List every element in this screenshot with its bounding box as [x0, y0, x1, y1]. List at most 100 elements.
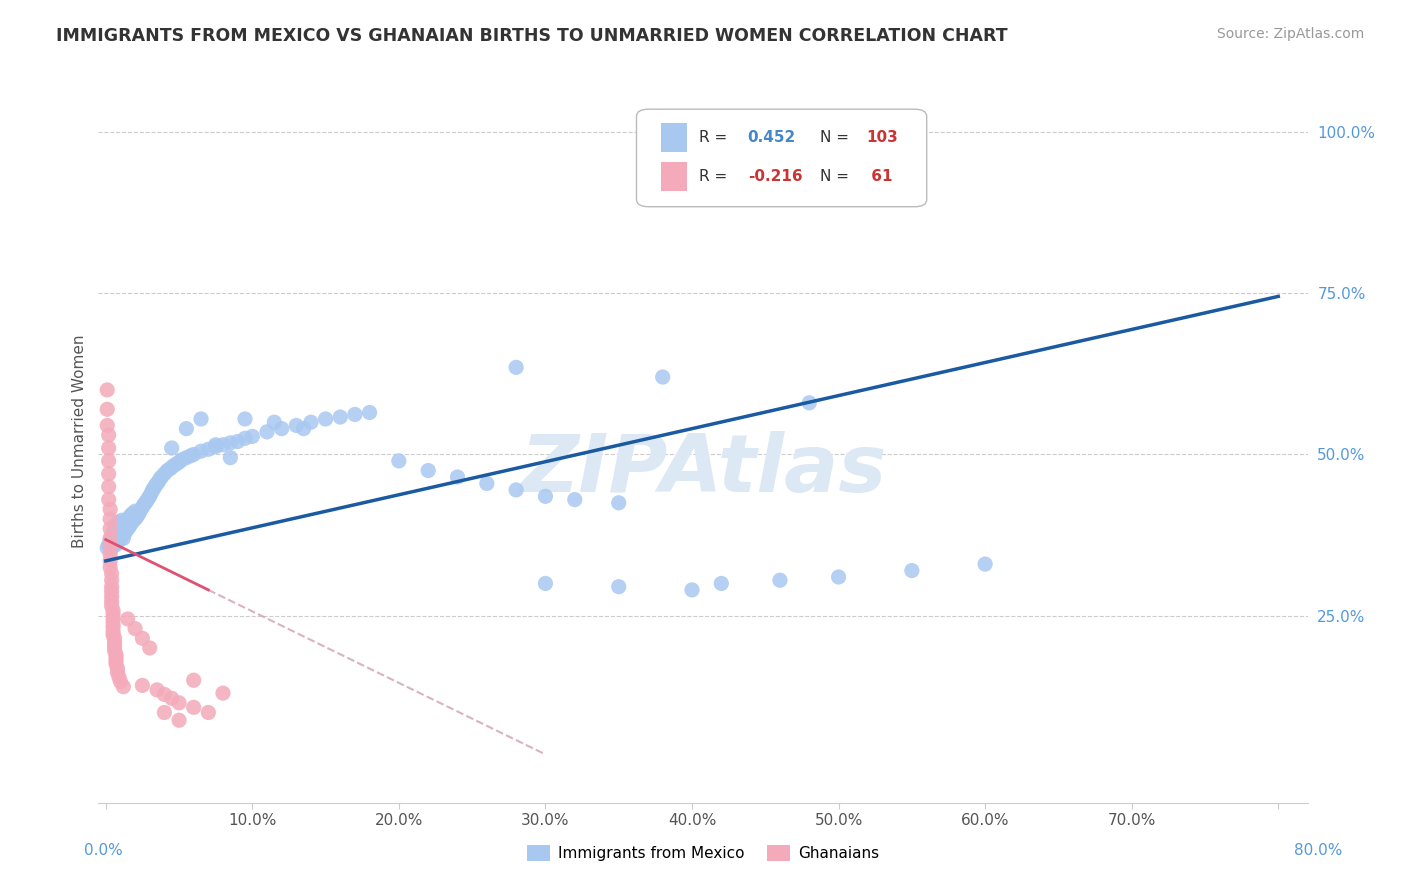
Point	[710, 576, 733, 591]
Point	[190, 444, 212, 458]
Point	[122, 513, 145, 527]
Point	[108, 530, 131, 544]
Point	[110, 518, 132, 533]
Point	[128, 506, 150, 520]
Point	[167, 696, 190, 710]
FancyBboxPatch shape	[637, 109, 927, 207]
Point	[148, 475, 170, 489]
Point	[233, 431, 256, 445]
Point	[96, 418, 118, 433]
Point	[121, 515, 143, 529]
Point	[101, 612, 124, 626]
Text: IMMIGRANTS FROM MEXICO VS GHANAIAN BIRTHS TO UNMARRIED WOMEN CORRELATION CHART: IMMIGRANTS FROM MEXICO VS GHANAIAN BIRTH…	[56, 27, 1008, 45]
Point	[115, 515, 138, 529]
Point	[827, 135, 849, 149]
Point	[105, 538, 128, 552]
Point	[105, 657, 128, 672]
Point	[110, 674, 132, 689]
Point	[180, 449, 202, 463]
Point	[974, 557, 997, 571]
Point	[100, 594, 122, 608]
Point	[176, 450, 198, 465]
Point	[117, 522, 139, 536]
Point	[183, 447, 205, 461]
Point	[98, 531, 121, 545]
Point	[100, 580, 122, 594]
Point	[233, 412, 256, 426]
Point	[101, 620, 124, 634]
Point	[153, 687, 176, 701]
Text: 0.452: 0.452	[748, 130, 796, 145]
Point	[505, 483, 527, 497]
Point	[156, 464, 179, 478]
Point	[117, 612, 139, 626]
Point	[129, 502, 152, 516]
Point	[103, 640, 125, 654]
Point	[226, 434, 249, 449]
Point	[799, 396, 821, 410]
Point	[153, 467, 176, 481]
Point	[103, 522, 125, 536]
Point	[183, 673, 205, 688]
Legend: Immigrants from Mexico, Ghanaians: Immigrants from Mexico, Ghanaians	[522, 839, 884, 867]
Text: 0.0%: 0.0%	[84, 843, 124, 858]
Point	[98, 536, 121, 550]
Point	[101, 628, 124, 642]
Point	[292, 422, 315, 436]
Point	[112, 524, 135, 538]
Point	[105, 531, 128, 545]
Point	[97, 467, 120, 481]
Point	[101, 539, 124, 553]
Point	[343, 408, 366, 422]
Point	[534, 489, 557, 503]
Point	[98, 560, 121, 574]
Point	[97, 492, 120, 507]
Point	[170, 452, 193, 467]
Point	[534, 576, 557, 591]
Point	[176, 422, 198, 436]
Point	[190, 412, 212, 426]
Point	[98, 502, 121, 516]
Point	[101, 603, 124, 617]
Point	[146, 682, 169, 697]
Point	[446, 470, 468, 484]
Point	[160, 441, 183, 455]
Point	[107, 533, 129, 547]
Point	[359, 405, 381, 419]
Point	[240, 429, 263, 443]
Point	[475, 476, 498, 491]
Point	[110, 533, 132, 547]
Point	[681, 131, 703, 145]
Point	[111, 513, 134, 527]
Text: Source: ZipAtlas.com: Source: ZipAtlas.com	[1216, 27, 1364, 41]
Point	[388, 454, 411, 468]
Y-axis label: Births to Unmarried Women: Births to Unmarried Women	[72, 334, 87, 549]
Point	[107, 519, 129, 533]
Point	[108, 670, 131, 684]
Point	[197, 442, 219, 457]
Point	[132, 498, 155, 512]
Point	[100, 599, 122, 613]
Point	[138, 489, 160, 503]
Point	[142, 483, 165, 497]
Point	[183, 700, 205, 714]
Point	[103, 643, 125, 657]
Point	[100, 590, 122, 604]
Point	[97, 454, 120, 468]
Point	[131, 500, 153, 515]
Point	[97, 480, 120, 494]
Point	[120, 517, 142, 532]
Point	[100, 584, 122, 599]
Point	[637, 131, 659, 145]
Text: 103: 103	[866, 130, 898, 145]
Point	[97, 538, 120, 552]
Point	[101, 607, 124, 622]
Point	[329, 410, 352, 425]
Point	[167, 455, 190, 469]
Point	[101, 616, 124, 631]
Point	[103, 534, 125, 549]
Point	[165, 457, 187, 471]
Point	[159, 461, 181, 475]
Point	[162, 458, 184, 473]
Point	[138, 640, 160, 655]
